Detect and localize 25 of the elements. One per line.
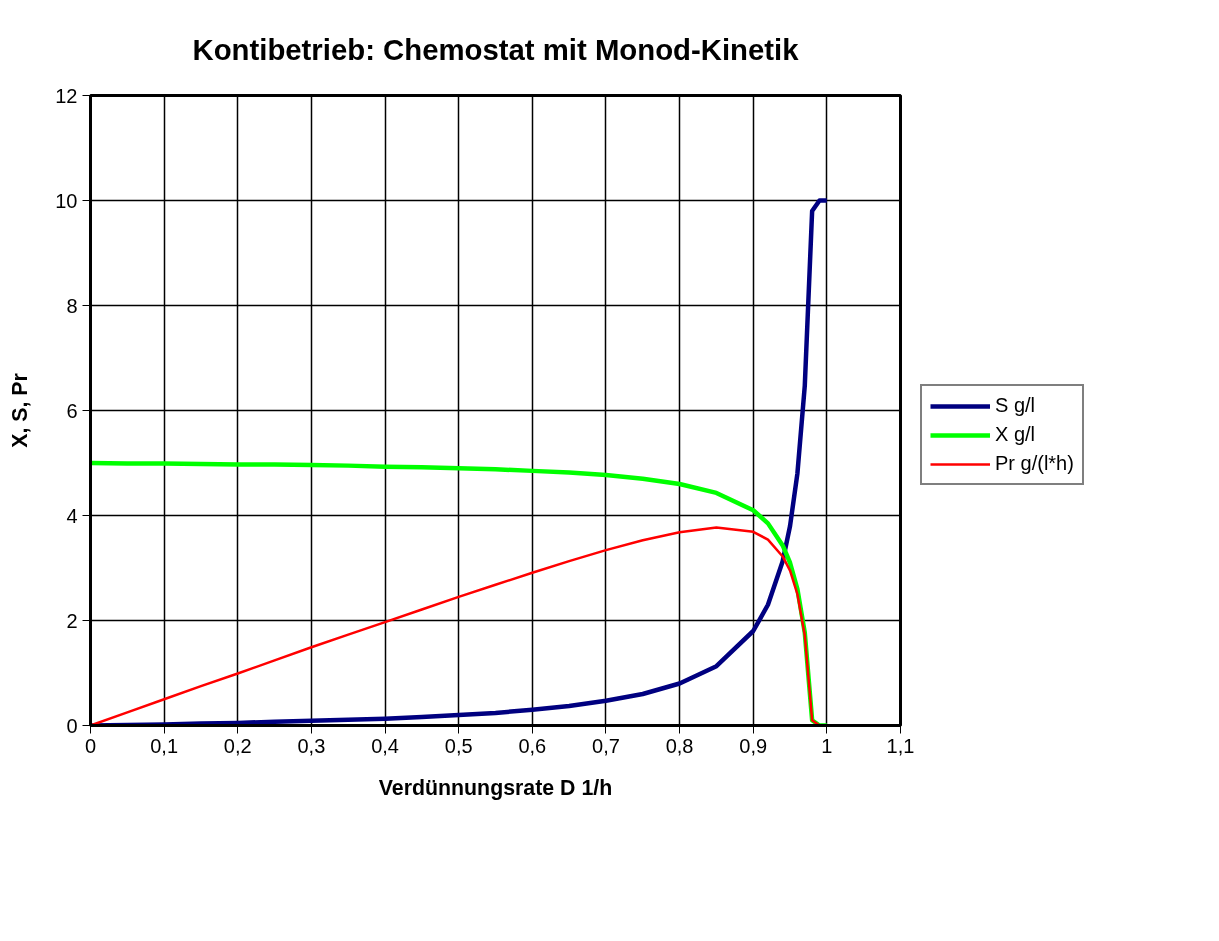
x-axis-title: Verdünnungsrate D 1/h (378, 775, 613, 800)
x-tick-label: 1 (821, 734, 833, 757)
x-tick-label: 0,4 (371, 734, 399, 757)
y-axis-title: X, S, Pr (8, 373, 33, 448)
x-tick-label: 0,5 (444, 734, 473, 757)
y-tick-label: 10 (55, 189, 78, 212)
legend-label: Pr g/(l*h) (995, 452, 1074, 475)
x-tick-label: 1,1 (886, 734, 915, 757)
chart-title: Kontibetrieb: Chemostat mit Monod-Kinetik (192, 32, 800, 66)
legend-label: X g/l (995, 423, 1036, 446)
x-tick-label: 0,3 (297, 734, 326, 757)
y-tick-label: 2 (66, 609, 78, 632)
y-tick-label: 8 (66, 294, 78, 317)
x-tick-label: 0,1 (150, 734, 179, 757)
y-tick-label: 12 (55, 84, 78, 107)
x-tick-label: 0,8 (665, 734, 694, 757)
x-tick-label: 0,6 (518, 734, 547, 757)
x-tick-label: 0,2 (223, 734, 252, 757)
x-tick-label: 0,9 (739, 734, 768, 757)
y-tick-label: 6 (66, 399, 78, 422)
x-tick-label: 0,7 (592, 734, 620, 757)
legend-label: S g/l (995, 394, 1036, 417)
y-tick-label: 0 (66, 714, 78, 737)
x-tick-label: 0 (84, 734, 97, 757)
y-tick-label: 4 (66, 504, 78, 527)
